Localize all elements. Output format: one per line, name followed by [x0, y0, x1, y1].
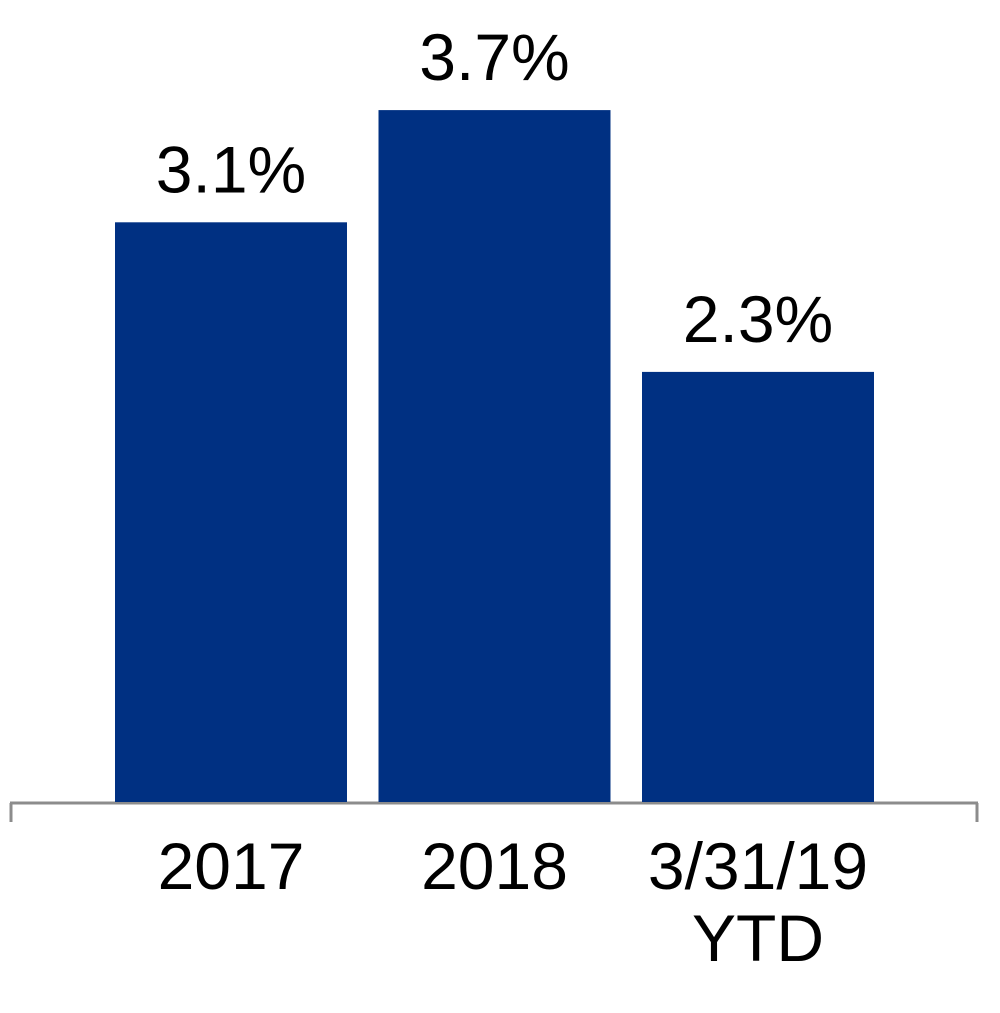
- value-label: 3.7%: [419, 20, 569, 94]
- value-label: 2.3%: [683, 282, 833, 356]
- x-tick-label: 3/31/19 YTD: [647, 829, 869, 975]
- value-label: 3.1%: [156, 132, 306, 206]
- x-tick-label: 2018: [421, 829, 568, 903]
- bar: [378, 110, 611, 803]
- bar: [642, 371, 874, 802]
- bar: [115, 222, 347, 803]
- x-tick-label: 2017: [157, 829, 305, 903]
